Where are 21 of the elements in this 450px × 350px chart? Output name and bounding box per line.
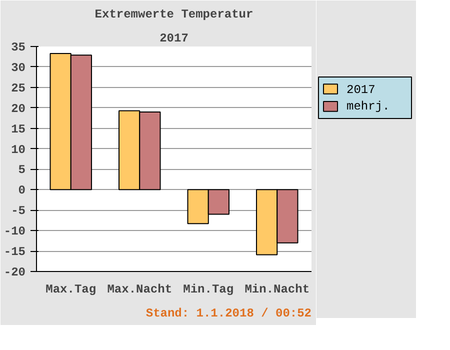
legend-label: 2017 (346, 83, 376, 98)
y-tick-label: 5 (18, 163, 26, 178)
x-tick-label: Max.Tag (46, 282, 96, 296)
x-tick-label: Max.Nacht (107, 282, 172, 296)
y-tick-label: 15 (11, 122, 26, 136)
y-tick-label: 0 (18, 184, 26, 198)
x-tick-label: Min.Tag (183, 282, 234, 296)
y-tick-label: -10 (4, 224, 26, 239)
text: Stand: 1.1.2018 / 00:52 (146, 306, 312, 320)
y-tick-label: -20 (4, 266, 26, 280)
y-tick-label: 25 (11, 81, 26, 96)
y-tick-label: 30 (11, 60, 26, 75)
legend-label: mehrj. (346, 99, 390, 114)
y-tick-label: 20 (11, 102, 26, 116)
chart-subtitle: 2017 (160, 32, 188, 46)
y-tick-label: -5 (11, 204, 26, 218)
x-tick-label: Min.Nacht (244, 282, 310, 296)
y-tick-label: 10 (11, 142, 26, 157)
y-tick-label: 35 (11, 40, 26, 54)
y-tick-label: -15 (4, 245, 26, 260)
chart-title: Extremwerte Temperatur (94, 8, 254, 22)
